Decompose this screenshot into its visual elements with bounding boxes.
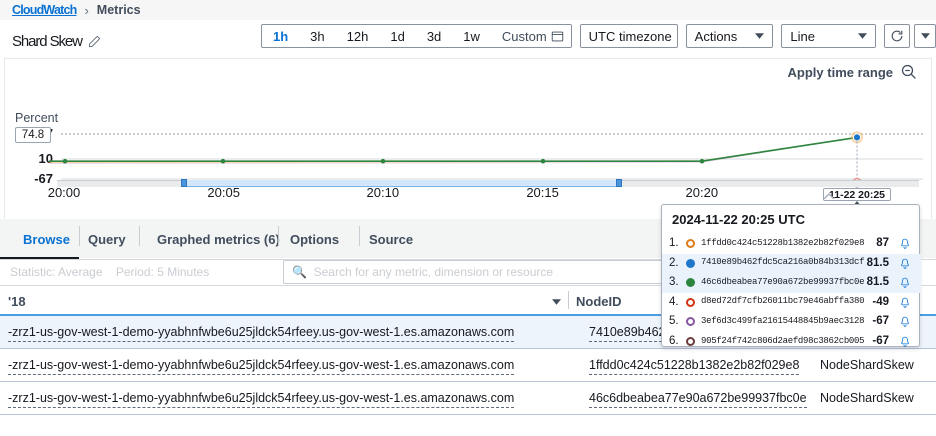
svg-text:-67: -67: [34, 171, 53, 186]
svg-text:20:05: 20:05: [207, 185, 240, 200]
svg-text:20:10: 20:10: [367, 185, 400, 200]
svg-text:20:15: 20:15: [526, 185, 559, 200]
svg-text:20:00: 20:00: [48, 185, 81, 200]
svg-text:20:20: 20:20: [686, 185, 719, 200]
